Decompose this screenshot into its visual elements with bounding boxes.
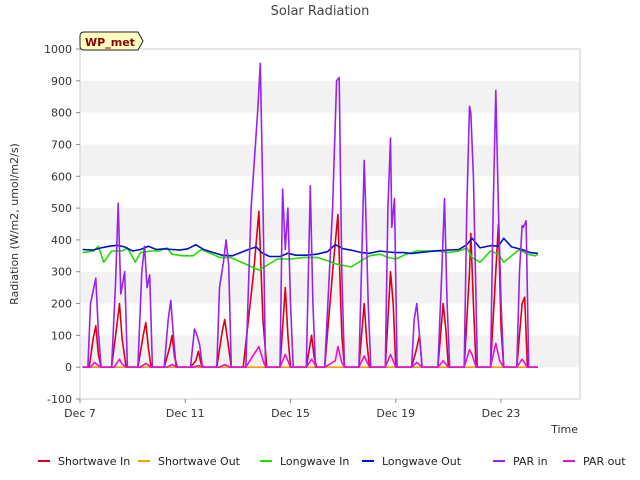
chart-title: Solar Radiation [271,4,370,19]
y-tick-label: 400 [51,234,72,247]
x-tick-label: Dec 15 [271,407,310,420]
y-tick-label: 1000 [44,43,72,56]
y-tick-label: -100 [47,393,72,406]
grid-band [80,144,580,177]
plot-frame [79,48,581,400]
legend-label-shortwave-in: Shortwave In [58,455,130,468]
grid-band [80,208,580,240]
y-axis-label: Radiation (W/m2, umol/m2/s) [8,143,21,305]
x-tick-label: Dec 11 [166,407,205,420]
legend-label-longwave-out: Longwave Out [382,455,462,468]
grid-band [80,49,580,81]
x-axis-label: Time [550,423,578,436]
y-tick-label: 500 [51,202,72,215]
grid-band [80,176,580,209]
y-tick-label: 0 [65,361,72,374]
y-axis: -100 0 100 200 300 400 500 600 700 800 900 1000 [44,43,80,406]
legend-label-longwave-in: Longwave In [280,455,349,468]
y-tick-label: 800 [51,107,72,120]
grid-band [80,335,580,368]
legend: Shortwave In Shortwave Out Longwave In Long… [38,455,626,468]
grid-bands [80,49,580,399]
series-lines [82,62,539,369]
x-tick-label: Dec 7 [64,407,96,420]
y-tick-label: 100 [51,329,72,342]
y-tick-label: 900 [51,75,72,88]
legend-label-par-in: PAR in [513,455,548,468]
grid-band [80,367,580,399]
x-tick-label: Dec 23 [482,407,521,420]
grid-band [80,80,580,113]
y-tick-label: 300 [51,266,72,279]
x-axis: Dec 7 Dec 11 Dec 15 Dec 19 Dec 23 [64,399,520,420]
x-tick-label: Dec 19 [376,407,415,420]
legend-label-shortwave-out: Shortwave Out [158,455,241,468]
y-tick-label: 700 [51,138,72,151]
station-badge: WP_met [79,31,144,51]
series-line-par-in [82,62,538,369]
y-tick-label: 600 [51,170,72,183]
badge-shape [79,31,144,51]
series-line-par-out [82,342,538,369]
grid-band [80,112,580,145]
legend-label-par-out: PAR out [583,455,626,468]
badge-label: WP_met [85,36,135,49]
y-tick-label: 200 [51,298,72,311]
